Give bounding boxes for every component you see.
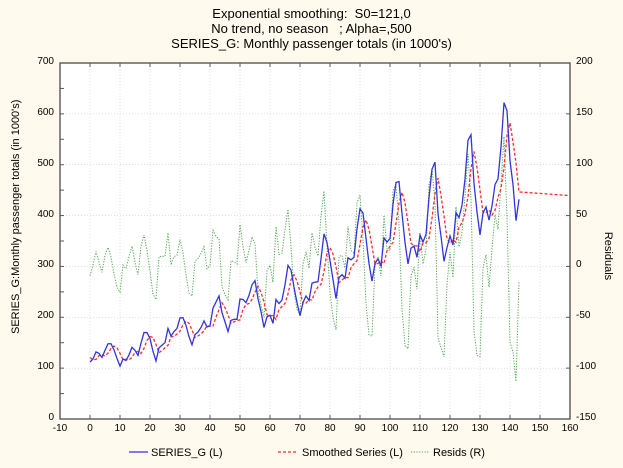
svg-text:Smoothed Series (L): Smoothed Series (L) — [302, 447, 403, 459]
svg-text:SERIES_G (L): SERIES_G (L) — [151, 447, 223, 459]
svg-text:Resids (R): Resids (R) — [433, 447, 485, 459]
